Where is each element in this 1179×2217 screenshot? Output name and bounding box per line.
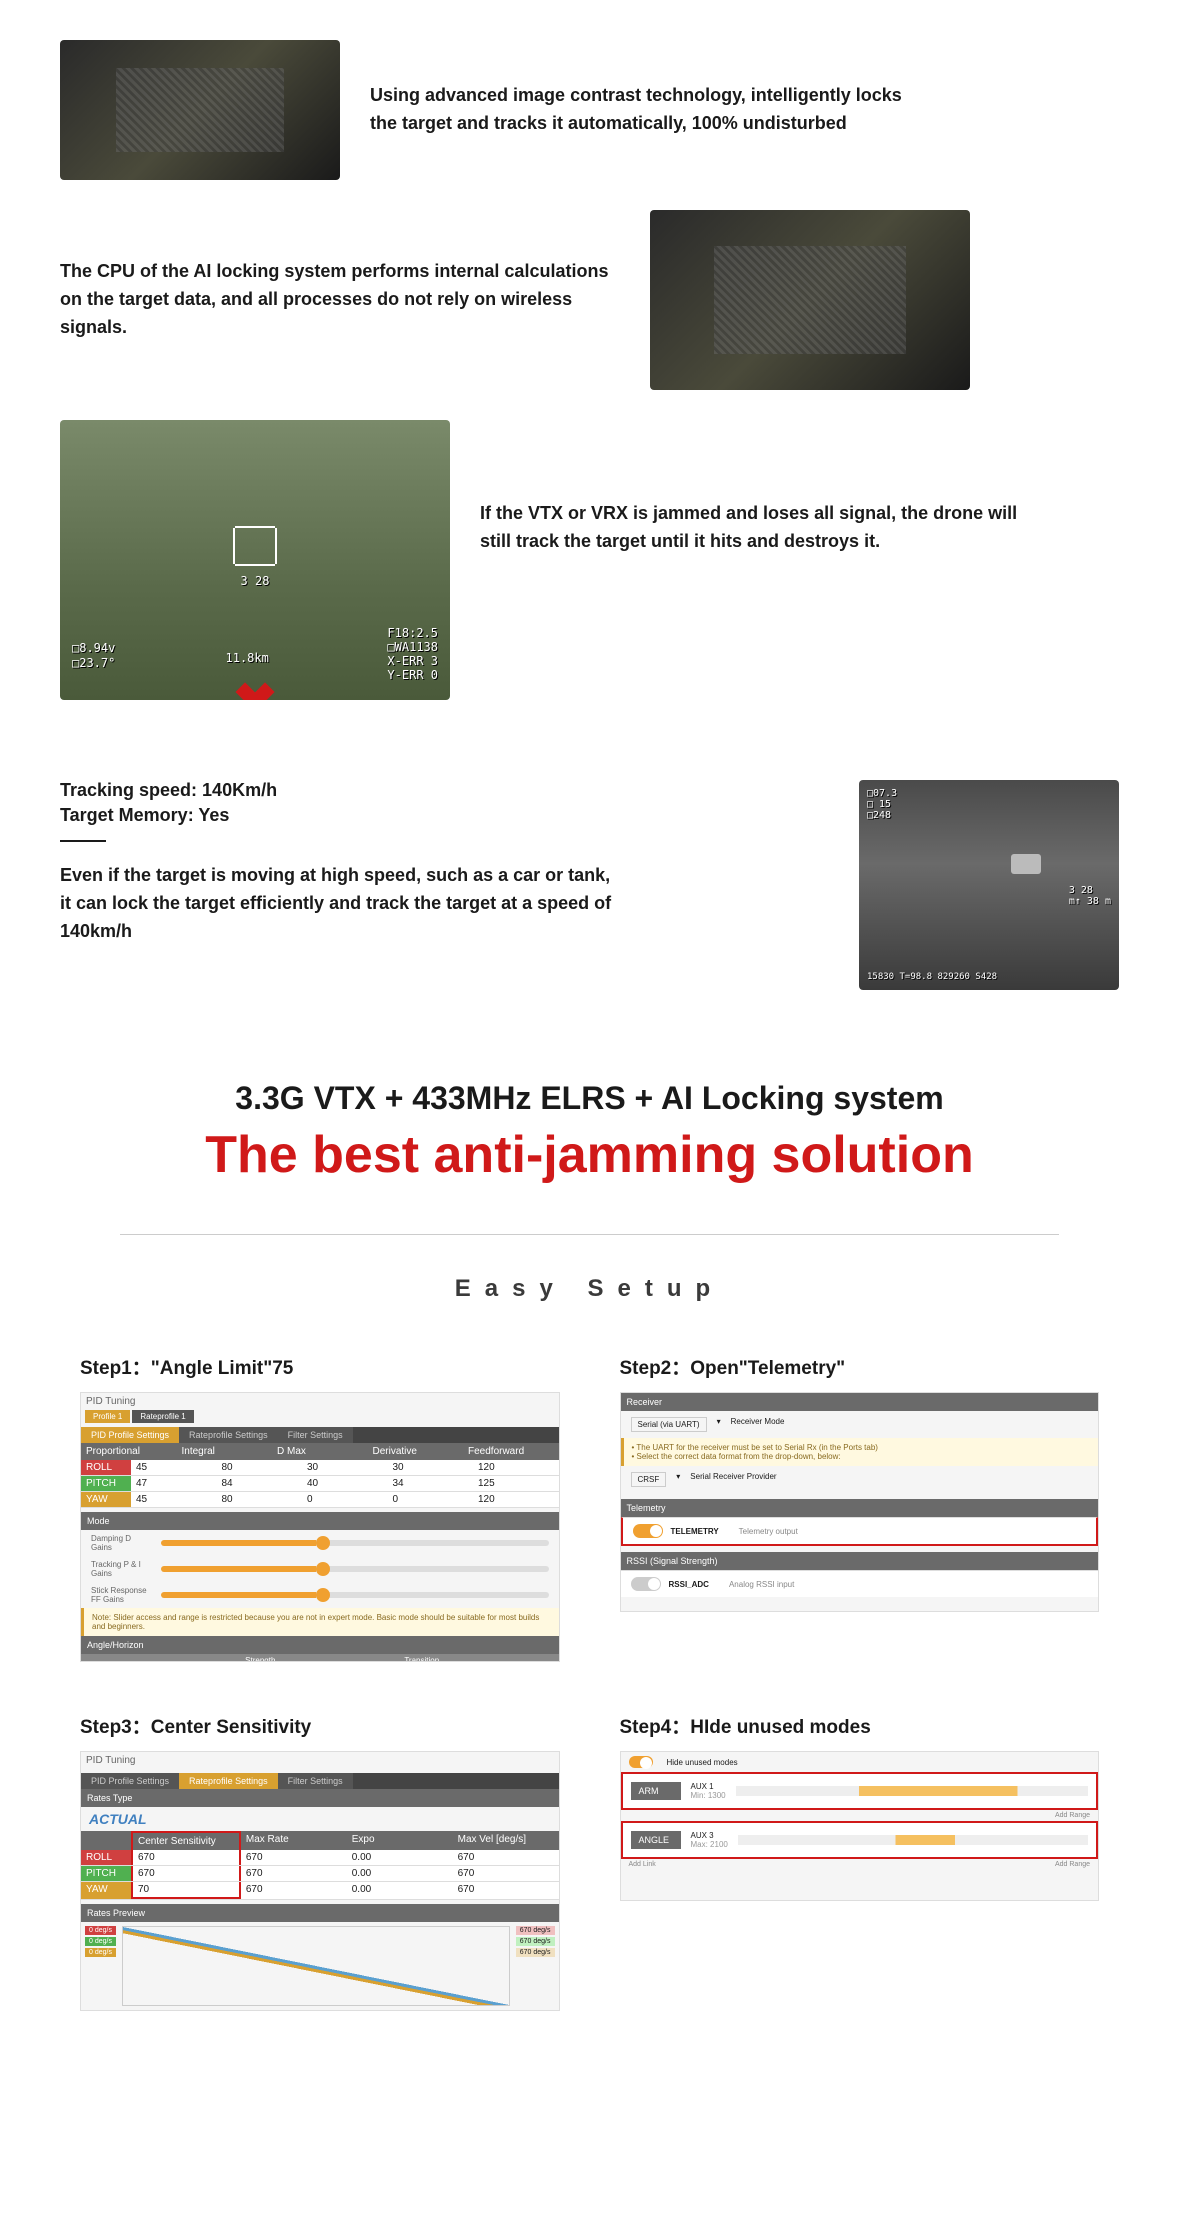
arm-range-slider bbox=[736, 1786, 1088, 1796]
osd-right1: F18:2.5 bbox=[387, 626, 438, 640]
step-3-screenshot: PID Tuning PID Profile Settings Rateprof… bbox=[80, 1751, 560, 2011]
easy-setup-title: Easy Setup bbox=[60, 1275, 1119, 1303]
step-3-title: Step3：Center Sensitivity bbox=[80, 1712, 560, 1739]
feature-row-4: Tracking speed: 140Km/h Target Memory: Y… bbox=[60, 780, 1119, 990]
feature-row-3: □8.94v □23.7° 3 28 11.8km F18:2.5 □WA113… bbox=[60, 420, 1119, 700]
step-4-title: Step4：HIde unused modes bbox=[620, 1712, 1100, 1739]
hardware-image-2 bbox=[650, 210, 970, 390]
step-2-screenshot: Receiver Serial (via UART)▾Receiver Mode… bbox=[620, 1392, 1100, 1612]
spec-target-memory: Target Memory: Yes bbox=[60, 805, 829, 826]
hardware-image-1 bbox=[60, 40, 340, 180]
fpv-screenshot: □8.94v □23.7° 3 28 11.8km F18:2.5 □WA113… bbox=[60, 420, 450, 700]
arm-mode-row: ARM AUX 1 Min: 1300 bbox=[621, 1772, 1099, 1810]
step-4-screenshot: Hide unused modes ARM AUX 1 Min: 1300 Ad… bbox=[620, 1751, 1100, 1901]
headline-sub: 3.3G VTX + 433MHz ELRS + AI Locking syst… bbox=[60, 1080, 1119, 1117]
feature-row-2: The CPU of the AI locking system perform… bbox=[60, 210, 1119, 390]
feature-row-1: Using advanced image contrast technology… bbox=[60, 40, 1119, 180]
target-bracket-icon bbox=[235, 526, 275, 566]
step-1-screenshot: PID Tuning Profile 1 Rateprofile 1 PID P… bbox=[80, 1392, 560, 1662]
step-2-title: Step2：Open"Telemetry" bbox=[620, 1353, 1100, 1380]
feature-4-text: Even if the target is moving at high spe… bbox=[60, 862, 620, 946]
telemetry-toggle-row: TELEMETRY Telemetry output bbox=[621, 1517, 1099, 1546]
spec-underline bbox=[60, 840, 106, 842]
step-1: Step1："Angle Limit"75 PID Tuning Profile… bbox=[80, 1353, 560, 1662]
osd-yerr: Y-ERR 0 bbox=[387, 668, 438, 682]
osd-right2: □WA1138 bbox=[387, 640, 438, 654]
divider bbox=[120, 1234, 1059, 1235]
step-2: Step2：Open"Telemetry" Receiver Serial (v… bbox=[620, 1353, 1100, 1662]
angle-mode-row: ANGLE AUX 3 Max: 2100 bbox=[621, 1821, 1099, 1859]
feature-1-text: Using advanced image contrast technology… bbox=[370, 82, 930, 138]
osd-xerr: X-ERR 3 bbox=[387, 654, 438, 668]
steps-grid: Step1："Angle Limit"75 PID Tuning Profile… bbox=[60, 1353, 1119, 2011]
osd-distance: 11.8km bbox=[226, 651, 269, 665]
rssi-toggle bbox=[631, 1577, 661, 1591]
step-3: Step3：Center Sensitivity PID Tuning PID … bbox=[80, 1712, 560, 2011]
telemetry-toggle bbox=[633, 1524, 663, 1538]
headline-section: 3.3G VTX + 433MHz ELRS + AI Locking syst… bbox=[60, 1080, 1119, 1184]
step-4: Step4：HIde unused modes Hide unused mode… bbox=[620, 1712, 1100, 2011]
feature-3-text: If the VTX or VRX is jammed and loses al… bbox=[480, 420, 1040, 556]
spec-tracking-speed: Tracking speed: 140Km/h bbox=[60, 780, 829, 801]
osd-voltage: □8.94v bbox=[72, 641, 115, 655]
hide-modes-toggle bbox=[629, 1756, 653, 1768]
osd-center: 3 28 bbox=[241, 574, 270, 588]
angle-range-slider bbox=[738, 1835, 1088, 1845]
actual-logo: ACTUAL bbox=[81, 1807, 559, 1831]
headline-main: The best anti-jamming solution bbox=[60, 1127, 1119, 1184]
step-1-title: Step1："Angle Limit"75 bbox=[80, 1353, 560, 1380]
feature-2-text: The CPU of the AI locking system perform… bbox=[60, 258, 620, 342]
rates-graph bbox=[122, 1926, 510, 2006]
thermal-image: □07.3□ 15□248 3 28m↑ 38 m 15830 T=98.8 8… bbox=[859, 780, 1119, 990]
osd-angle: □23.7° bbox=[72, 656, 115, 670]
cross-out-icon: ✖ bbox=[232, 687, 278, 700]
